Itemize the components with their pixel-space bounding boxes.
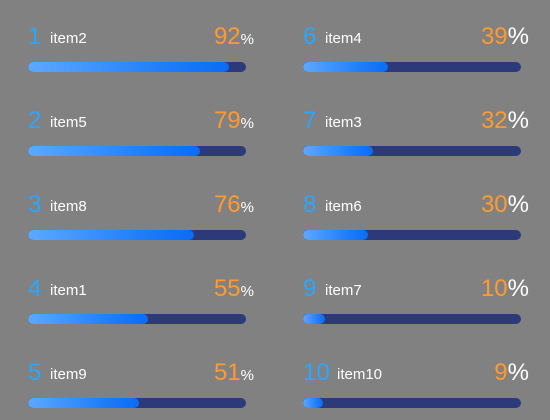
progress-track (303, 230, 521, 240)
percent-number: 55 (213, 275, 241, 302)
percent-value: 92% (214, 22, 254, 55)
progress-track (28, 62, 246, 72)
progress-track (303, 146, 521, 156)
progress-bar (28, 230, 194, 240)
item-label: item7 (325, 282, 362, 299)
percent-value: 79% (214, 106, 254, 139)
progress-bar (28, 146, 200, 156)
rank-number: 3 (28, 191, 42, 218)
progress-bar (28, 314, 148, 324)
rank-row: 3 item8 76% (28, 190, 254, 240)
percent-sign: % (507, 359, 529, 386)
percent-value: 9% (494, 358, 529, 391)
percent-sign: % (507, 191, 529, 218)
progress-bar (303, 230, 368, 240)
item-label: item9 (50, 366, 87, 383)
item-label: item8 (50, 198, 87, 215)
percent-value: 39% (481, 22, 529, 55)
percent-sign: % (507, 23, 529, 50)
percent-number: 10 (480, 275, 508, 302)
percent-sign: % (240, 199, 254, 216)
progress-track (303, 62, 521, 72)
item-label: item6 (325, 198, 362, 215)
percent-value: 30% (481, 190, 529, 223)
rank-number: 10 (303, 359, 330, 386)
rank-row: 6 item4 39% (303, 22, 529, 72)
progress-bar (303, 314, 325, 324)
rank-row: 2 item5 79% (28, 106, 254, 156)
progress-track (303, 398, 521, 408)
percent-sign: % (507, 107, 529, 134)
rank-row: 5 item9 51% (28, 358, 254, 408)
item-label: item5 (50, 114, 87, 131)
progress-track (28, 398, 246, 408)
rank-row: 10 item10 9% (303, 358, 529, 408)
rank-row: 4 item1 55% (28, 274, 254, 324)
percent-number: 79 (213, 107, 241, 134)
percent-number: 51 (213, 359, 241, 386)
progress-track (28, 314, 246, 324)
rank-row: 9 item7 10% (303, 274, 529, 324)
rank-number: 8 (303, 191, 317, 218)
percent-number: 76 (213, 191, 241, 218)
percent-sign: % (240, 31, 254, 48)
item-label: item1 (50, 282, 87, 299)
percent-value: 76% (214, 190, 254, 223)
item-label: item10 (337, 366, 383, 383)
rank-row: 1 item2 92% (28, 22, 254, 72)
rank-number: 5 (28, 359, 42, 386)
percent-value: 32% (481, 106, 529, 139)
rank-number: 9 (303, 275, 317, 302)
percent-value: 10% (481, 274, 529, 307)
progress-bar (303, 398, 323, 408)
percent-sign: % (240, 115, 254, 132)
progress-track (303, 314, 521, 324)
percent-sign: % (240, 283, 254, 300)
progress-track (28, 146, 246, 156)
item-label: item2 (50, 30, 87, 47)
percent-value: 55% (214, 274, 254, 307)
rank-number: 4 (28, 275, 42, 302)
progress-bar (28, 398, 139, 408)
rank-row: 8 item6 30% (303, 190, 529, 240)
rank-number: 1 (28, 23, 42, 50)
percent-number: 92 (213, 23, 241, 50)
rank-number: 6 (303, 23, 317, 50)
rank-number: 2 (28, 107, 42, 134)
percent-number: 30 (480, 191, 508, 218)
rank-row: 7 item3 32% (303, 106, 529, 156)
percent-value: 51% (214, 358, 254, 391)
percent-number: 39 (480, 23, 508, 50)
percent-sign: % (240, 367, 254, 384)
percent-sign: % (507, 275, 529, 302)
progress-bar (303, 146, 373, 156)
item-label: item4 (325, 30, 362, 47)
progress-bar (303, 62, 388, 72)
percent-number: 9 (494, 359, 508, 386)
percent-number: 32 (480, 107, 508, 134)
item-label: item3 (325, 114, 362, 131)
rank-number: 7 (303, 107, 317, 134)
progress-bar (28, 62, 229, 72)
progress-track (28, 230, 246, 240)
